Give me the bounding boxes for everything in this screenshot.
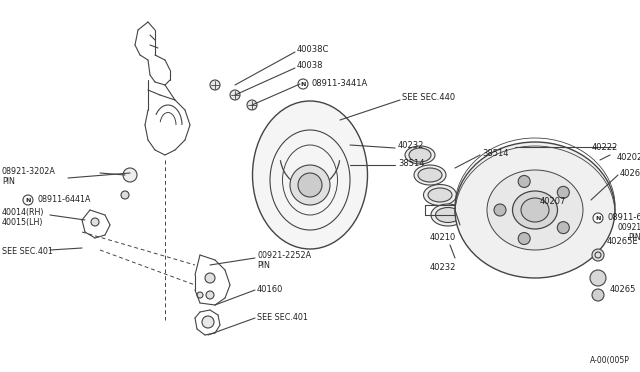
Text: 40202: 40202	[617, 154, 640, 163]
Text: 00921-2252A: 00921-2252A	[257, 250, 311, 260]
Text: 38514: 38514	[482, 148, 509, 157]
Circle shape	[247, 100, 257, 110]
Text: 40038C: 40038C	[297, 45, 330, 55]
Text: PIN: PIN	[2, 177, 15, 186]
Text: 40265: 40265	[610, 285, 636, 295]
Circle shape	[121, 191, 129, 199]
Circle shape	[205, 273, 215, 283]
Text: 08921-3202A: 08921-3202A	[2, 167, 56, 176]
Text: A-00(005P: A-00(005P	[590, 356, 630, 365]
Ellipse shape	[418, 168, 442, 182]
Circle shape	[197, 292, 203, 298]
Ellipse shape	[424, 185, 456, 205]
Text: PIN: PIN	[257, 260, 270, 269]
Circle shape	[298, 173, 322, 197]
Ellipse shape	[513, 191, 557, 229]
Text: 40232: 40232	[430, 263, 456, 273]
Text: 40160: 40160	[257, 285, 284, 295]
Text: SEE SEC.440: SEE SEC.440	[402, 93, 455, 103]
Text: 00921-5402A: 00921-5402A	[618, 224, 640, 232]
Text: PIN: PIN	[628, 234, 640, 243]
Circle shape	[23, 195, 33, 205]
Circle shape	[592, 249, 604, 261]
Circle shape	[557, 186, 570, 198]
Text: SEE SEC.401: SEE SEC.401	[2, 247, 53, 257]
Circle shape	[494, 204, 506, 216]
Circle shape	[518, 232, 530, 244]
Circle shape	[206, 291, 214, 299]
Text: 40222: 40222	[592, 142, 618, 151]
Text: 40232: 40232	[398, 141, 424, 151]
Circle shape	[123, 168, 137, 182]
Circle shape	[202, 316, 214, 328]
Ellipse shape	[455, 142, 615, 278]
Ellipse shape	[409, 148, 431, 162]
Ellipse shape	[414, 165, 446, 185]
Text: 08911-6241A: 08911-6241A	[607, 214, 640, 222]
Text: N: N	[26, 198, 31, 202]
Ellipse shape	[435, 208, 461, 222]
Text: 08911-6441A: 08911-6441A	[37, 196, 90, 205]
Ellipse shape	[521, 198, 549, 222]
Text: 38514: 38514	[398, 158, 424, 167]
Circle shape	[210, 80, 220, 90]
Circle shape	[593, 213, 603, 223]
Text: 40015(LH): 40015(LH)	[2, 218, 44, 227]
Ellipse shape	[428, 188, 452, 202]
Circle shape	[592, 289, 604, 301]
Circle shape	[230, 90, 240, 100]
Circle shape	[290, 165, 330, 205]
Ellipse shape	[431, 204, 465, 226]
Text: 40265E: 40265E	[607, 237, 639, 247]
Text: N: N	[300, 81, 306, 87]
Circle shape	[557, 222, 570, 234]
Ellipse shape	[253, 101, 367, 249]
Circle shape	[518, 176, 530, 187]
Circle shape	[590, 270, 606, 286]
Ellipse shape	[487, 170, 583, 250]
Text: 40038: 40038	[297, 61, 323, 71]
Text: SEE SEC.401: SEE SEC.401	[257, 314, 308, 323]
Text: N: N	[595, 215, 601, 221]
Ellipse shape	[405, 146, 435, 164]
Circle shape	[298, 79, 308, 89]
Text: 40014(RH): 40014(RH)	[2, 208, 45, 217]
Circle shape	[91, 218, 99, 226]
Text: 40207: 40207	[540, 198, 566, 206]
Text: 40210: 40210	[430, 234, 456, 243]
Text: 08911-3441A: 08911-3441A	[312, 80, 368, 89]
Text: 40264: 40264	[620, 169, 640, 177]
